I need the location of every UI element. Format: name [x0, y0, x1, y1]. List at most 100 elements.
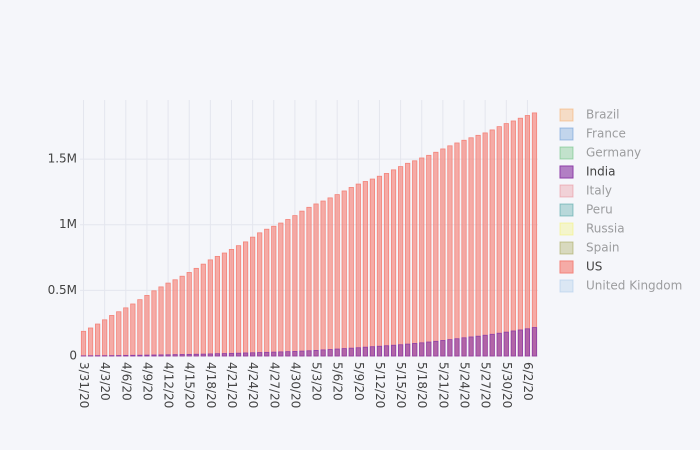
bar [151, 290, 157, 357]
bar [299, 350, 305, 357]
bar [440, 148, 446, 357]
bar [250, 236, 256, 357]
x-tick-label: 5/21/20 [436, 362, 450, 408]
x-tick-label: 4/27/20 [267, 362, 281, 408]
legend-swatch[interactable] [559, 108, 574, 122]
bar [144, 295, 150, 357]
bar [200, 263, 206, 357]
bar [200, 353, 206, 357]
bar [468, 336, 474, 357]
bar [207, 353, 213, 357]
legend-label[interactable]: India [586, 165, 615, 179]
legend-label[interactable]: US [586, 260, 602, 274]
bar [193, 353, 199, 357]
bar [158, 286, 164, 357]
bar [412, 160, 418, 357]
bar [369, 346, 375, 357]
bar [179, 275, 185, 357]
bar [496, 126, 502, 357]
bar [137, 299, 143, 357]
bar [517, 329, 523, 357]
bar [271, 351, 277, 357]
bar [369, 178, 375, 357]
x-tick-label: 4/9/20 [140, 362, 154, 401]
bar [524, 328, 531, 357]
x-tick-label: 5/15/20 [394, 362, 408, 408]
legend-label[interactable]: United Kingdom [586, 279, 682, 293]
bar [447, 339, 453, 357]
legend-swatch[interactable] [559, 279, 574, 293]
bar [454, 338, 460, 357]
bar [306, 350, 312, 357]
bar [186, 272, 192, 357]
bar [398, 166, 404, 357]
legend-label[interactable]: Spain [586, 241, 620, 255]
bar [341, 190, 347, 357]
bar [334, 194, 340, 357]
bar [228, 249, 235, 357]
legend-swatch[interactable] [559, 222, 574, 236]
legend-label[interactable]: Germany [586, 146, 641, 160]
bar [348, 347, 354, 357]
bar [292, 351, 298, 357]
legend-swatch[interactable] [559, 127, 574, 141]
x-tick-label: 4/24/20 [246, 362, 260, 408]
bar [433, 151, 439, 357]
legend-label[interactable]: France [586, 127, 626, 141]
x-tick-label: 3/31/20 [77, 362, 91, 408]
bar [278, 222, 284, 357]
bar [334, 348, 340, 357]
bar [193, 267, 199, 357]
bar [257, 232, 263, 357]
legend-swatch[interactable] [559, 241, 574, 255]
bar [390, 169, 397, 357]
x-tick-label: 5/6/20 [331, 362, 345, 401]
bar [503, 123, 509, 357]
legend-swatch[interactable] [559, 260, 574, 274]
x-tick-label: 4/6/20 [119, 362, 133, 401]
x-tick-label: 4/18/20 [204, 362, 218, 408]
legend-label[interactable]: Russia [586, 222, 625, 236]
y-tick-label: 0 [69, 349, 77, 363]
bar [116, 311, 122, 357]
bar [221, 353, 228, 357]
legend-label[interactable]: Peru [586, 203, 613, 217]
x-tick-label: 5/27/20 [479, 362, 493, 408]
legend-swatch[interactable] [559, 203, 574, 217]
bar [496, 332, 502, 357]
bar [419, 342, 425, 357]
y-tick-label: 0.5M [48, 283, 77, 297]
x-tick-label: 4/30/20 [288, 362, 302, 408]
bar [482, 334, 488, 357]
y-tick-label: 1M [59, 217, 77, 231]
bar [383, 173, 390, 357]
bar [165, 354, 171, 357]
x-tick-label: 4/15/20 [183, 362, 197, 408]
bar [383, 345, 390, 357]
bar [468, 137, 474, 357]
legend-swatch[interactable] [559, 165, 574, 179]
bar [440, 340, 446, 357]
bar [214, 255, 220, 357]
bar [137, 354, 143, 357]
legend-label[interactable]: Italy [586, 184, 612, 198]
bar [376, 345, 383, 357]
bar [405, 162, 411, 357]
bar [419, 157, 425, 357]
legend-swatch[interactable] [559, 184, 574, 198]
bar [398, 344, 404, 357]
bar [482, 132, 488, 357]
bar [172, 354, 178, 357]
bar [320, 200, 326, 357]
bar [264, 351, 270, 357]
bar [264, 228, 270, 357]
legend-swatch[interactable] [559, 146, 574, 160]
bar [362, 346, 368, 357]
bar [510, 120, 516, 357]
bar [123, 354, 129, 357]
bar [250, 352, 256, 357]
bar [306, 206, 312, 357]
legend-label[interactable]: Brazil [586, 108, 620, 122]
bar [285, 351, 291, 357]
